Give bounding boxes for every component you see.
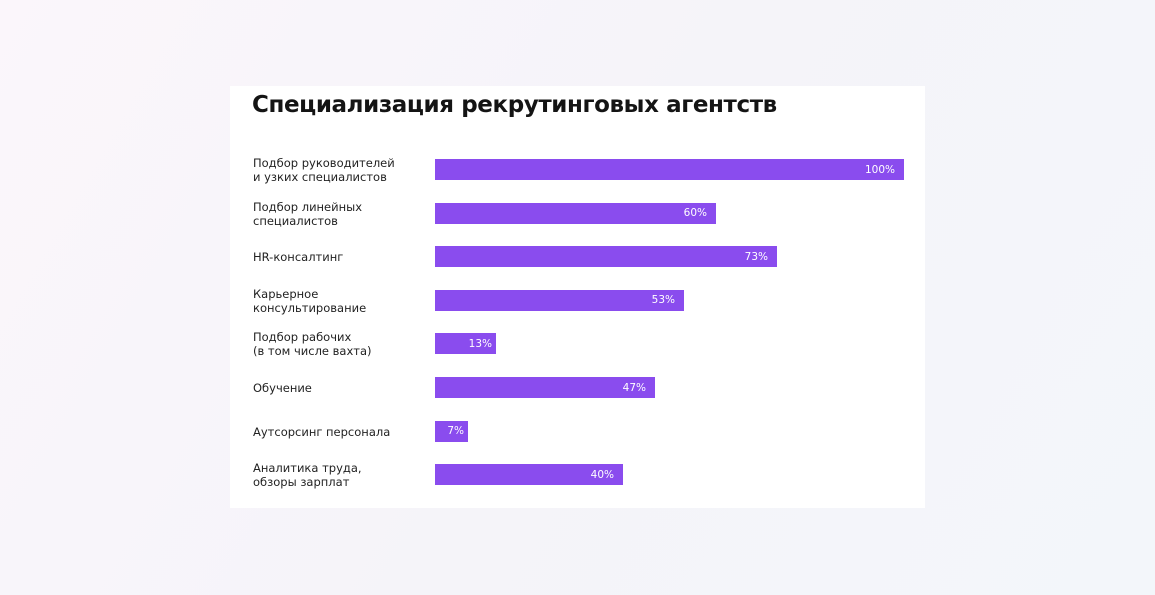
- category-label-line: обзоры зарплат: [253, 475, 350, 490]
- bar: 7%: [435, 420, 468, 442]
- category-label-line: Аутсорсинг персонала: [253, 424, 391, 439]
- category-label-line: Обучение: [253, 381, 312, 395]
- bar-row: Карьерное консультирование 53%: [230, 283, 925, 319]
- bar: 60%: [435, 202, 716, 224]
- data-label: 47%: [622, 381, 646, 394]
- category-label-line: и узких специалистов: [253, 170, 387, 184]
- category-label: Карьерное консультирование: [253, 287, 423, 315]
- data-label: 7%: [447, 425, 464, 438]
- data-label: 100%: [864, 163, 895, 176]
- bar-row: Подбор рабочих (в том числе вахта) 13%: [230, 326, 925, 362]
- category-label: Подбор линейных специалистов: [253, 200, 423, 228]
- chart-card: Специализация рекрутинговых агентств Под…: [230, 86, 925, 508]
- bar: 53%: [435, 289, 684, 311]
- category-label-line: Подбор рабочих: [253, 330, 352, 345]
- bar-row: Подбор линейных специалистов 60%: [230, 196, 925, 232]
- category-label-line: Подбор руководителей: [253, 156, 395, 170]
- category-label-line: HR-консалтинг: [253, 250, 344, 265]
- bar-row: Обучение 47%: [230, 370, 925, 406]
- bar-row: Подбор руководителей и узких специалистов…: [230, 152, 925, 188]
- category-label: Аналитика труда, обзоры зарплат: [253, 461, 423, 489]
- bar-row: HR-консалтинг 73%: [230, 239, 925, 275]
- bar-row: Аналитика труда, обзоры зарплат 40%: [230, 457, 925, 493]
- category-label-line: Аналитика труда,: [253, 461, 362, 476]
- category-label: HR-консалтинг: [253, 250, 423, 264]
- data-label: 53%: [651, 294, 675, 307]
- data-label: 73%: [744, 250, 768, 263]
- category-label-line: специалистов: [253, 213, 338, 228]
- chart-title: Специализация рекрутинговых агентств: [252, 92, 777, 118]
- category-label: Аутсорсинг персонала: [253, 425, 423, 439]
- category-label-line: консультирование: [253, 300, 367, 315]
- category-label-line: Карьерное: [253, 286, 319, 301]
- data-label: 40%: [590, 468, 614, 481]
- category-label: Обучение: [253, 381, 423, 395]
- category-label: Подбор рабочих (в том числе вахта): [253, 330, 423, 358]
- bar: 100%: [435, 159, 904, 180]
- category-label-line: (в том числе вахта): [253, 344, 372, 359]
- bar: 13%: [435, 333, 496, 355]
- data-label: 60%: [683, 207, 707, 220]
- category-label-line: Подбор линейных: [253, 199, 363, 214]
- bar-row: Аутсорсинг персонала 7%: [230, 414, 925, 450]
- category-label: Подбор руководителей и узких специалистов: [253, 156, 423, 184]
- bar: 73%: [435, 246, 777, 268]
- data-label: 13%: [468, 337, 492, 350]
- bar: 47%: [435, 377, 655, 398]
- bar: 40%: [435, 464, 623, 486]
